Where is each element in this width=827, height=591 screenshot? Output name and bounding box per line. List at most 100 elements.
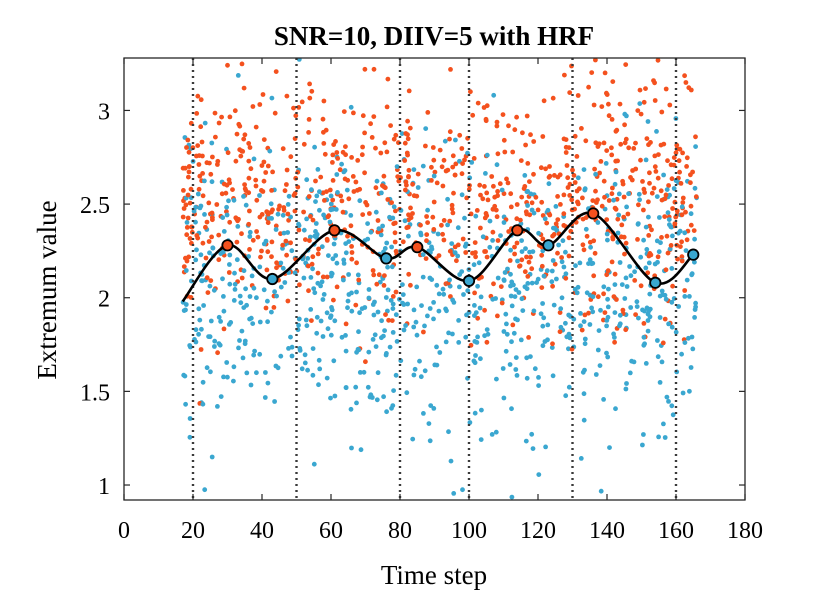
scatter-point bbox=[284, 182, 289, 187]
scatter-point bbox=[475, 334, 480, 340]
scatter-point bbox=[212, 110, 218, 116]
scatter-point bbox=[522, 173, 528, 178]
scatter-point bbox=[430, 145, 436, 150]
scatter-point bbox=[513, 287, 519, 292]
scatter-point bbox=[451, 190, 456, 196]
scatter-point bbox=[361, 369, 367, 375]
scatter-point bbox=[238, 153, 244, 159]
scatter-point bbox=[382, 328, 387, 333]
scatter-point bbox=[247, 316, 253, 322]
scatter-point bbox=[519, 238, 524, 244]
scatter-point bbox=[676, 304, 681, 309]
scatter-point bbox=[524, 375, 530, 381]
scatter-point bbox=[301, 141, 307, 147]
scatter-point bbox=[641, 432, 646, 437]
scatter-point bbox=[478, 356, 483, 362]
scatter-point bbox=[421, 411, 426, 416]
scatter-point bbox=[195, 191, 201, 197]
scatter-point bbox=[224, 212, 230, 218]
scatter-point bbox=[200, 193, 206, 199]
scatter-point bbox=[586, 310, 591, 316]
scatter-point bbox=[303, 317, 309, 323]
scatter-point bbox=[330, 152, 336, 158]
scatter-point bbox=[518, 158, 524, 164]
scatter-point bbox=[272, 289, 277, 295]
scatter-point bbox=[405, 132, 410, 138]
scatter-point bbox=[664, 233, 670, 239]
scatter-point bbox=[594, 200, 599, 205]
scatter-point bbox=[182, 373, 188, 379]
scatter-point bbox=[657, 293, 663, 299]
scatter-point bbox=[445, 196, 450, 202]
scatter-point bbox=[664, 394, 670, 400]
scatter-point bbox=[374, 397, 380, 403]
scatter-point bbox=[367, 394, 373, 400]
scatter-point bbox=[272, 399, 277, 404]
scatter-point bbox=[683, 209, 688, 215]
scatter-point bbox=[392, 239, 398, 245]
scatter-point bbox=[528, 354, 533, 359]
scatter-point bbox=[617, 101, 623, 107]
scatter-point bbox=[455, 253, 461, 259]
scatter-point bbox=[198, 124, 204, 130]
scatter-point bbox=[232, 287, 238, 292]
scatter-point bbox=[327, 219, 333, 225]
scatter-point bbox=[661, 172, 666, 178]
scatter-point bbox=[440, 231, 445, 237]
scatter-point bbox=[377, 279, 383, 285]
scatter-point bbox=[472, 240, 478, 246]
scatter-point bbox=[657, 215, 662, 220]
scatter-point bbox=[564, 163, 570, 168]
scatter-point bbox=[246, 254, 252, 259]
scatter-point bbox=[641, 186, 647, 192]
scatter-point bbox=[659, 359, 665, 365]
scatter-point bbox=[320, 190, 326, 196]
scatter-point bbox=[185, 215, 191, 221]
scatter-point bbox=[266, 215, 272, 221]
scatter-point bbox=[584, 233, 590, 239]
plot-area bbox=[180, 58, 700, 500]
scatter-point bbox=[624, 284, 630, 289]
scatter-point bbox=[334, 150, 340, 155]
scatter-point bbox=[316, 382, 321, 388]
scatter-point bbox=[425, 220, 430, 226]
scatter-point bbox=[613, 128, 619, 134]
scatter-point bbox=[456, 318, 461, 323]
y-tick-label: 2 bbox=[98, 287, 110, 313]
scatter-point bbox=[447, 218, 453, 224]
scatter-point bbox=[431, 227, 437, 232]
scatter-point bbox=[207, 334, 213, 340]
scatter-point bbox=[525, 281, 531, 286]
y-axis-ticks: 1 1.5 2 2.5 3 bbox=[80, 99, 745, 500]
scatter-point bbox=[233, 158, 239, 164]
scatter-point bbox=[366, 287, 372, 292]
scatter-point bbox=[220, 249, 226, 255]
scatter-point bbox=[243, 202, 249, 208]
scatter-point bbox=[346, 292, 352, 297]
scatter-point bbox=[462, 157, 467, 163]
scatter-point bbox=[392, 230, 398, 236]
scatter-point bbox=[410, 181, 415, 187]
scatter-point bbox=[461, 292, 466, 297]
scatter-point bbox=[304, 216, 309, 222]
scatter-point bbox=[641, 207, 646, 213]
scatter-point bbox=[320, 116, 326, 122]
scatter-point bbox=[649, 227, 654, 233]
scatter-point bbox=[645, 119, 651, 124]
scatter-point bbox=[682, 73, 687, 79]
scatter-point bbox=[275, 211, 281, 217]
scatter-point bbox=[580, 242, 586, 248]
scatter-point bbox=[251, 352, 257, 358]
scatter-point bbox=[616, 212, 622, 218]
scatter-point bbox=[457, 284, 462, 290]
scatter-point bbox=[636, 202, 641, 208]
scatter-point bbox=[469, 160, 475, 165]
scatter-point bbox=[478, 294, 484, 300]
scatter-point bbox=[359, 152, 365, 158]
scatter-point bbox=[622, 296, 628, 301]
scatter-point bbox=[687, 294, 692, 299]
scatter-point bbox=[501, 278, 507, 283]
scatter-point bbox=[581, 417, 587, 423]
scatter-point bbox=[353, 302, 359, 308]
scatter-point bbox=[648, 140, 653, 145]
